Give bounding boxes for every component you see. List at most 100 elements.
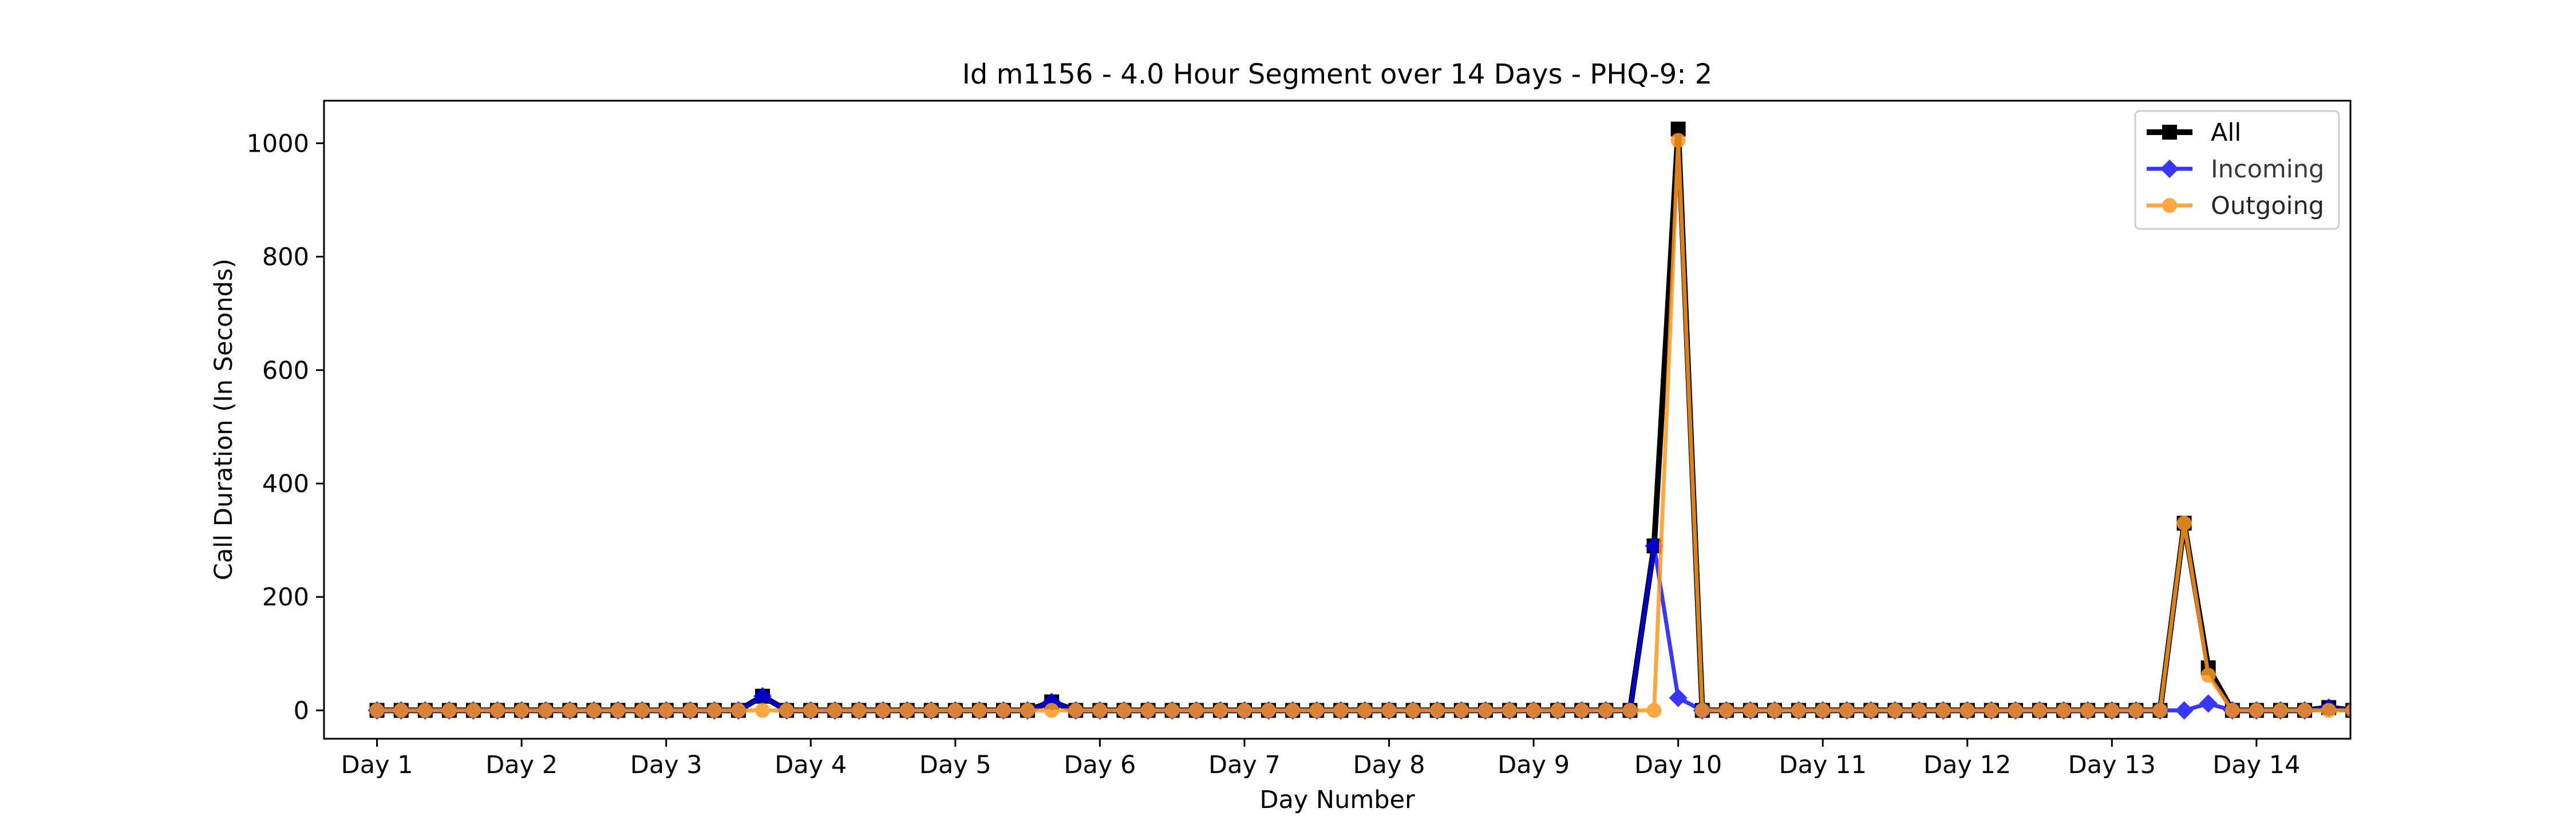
data-point-outgoing: [2200, 667, 2216, 683]
data-point-incoming: [753, 687, 772, 706]
series-layer: [368, 121, 2350, 720]
x-axis-label: Day Number: [1259, 786, 1415, 814]
data-point-outgoing: [1743, 703, 1758, 718]
legend-frame: [2134, 110, 2340, 230]
data-point-outgoing: [1839, 703, 1855, 718]
data-point-outgoing: [610, 703, 626, 718]
data-point-incoming: [1669, 688, 1688, 707]
data-point-outgoing: [1767, 703, 1782, 718]
legend-item-all: All: [2147, 118, 2241, 147]
legend-marker: [2162, 198, 2177, 213]
data-point-outgoing: [730, 703, 746, 718]
legend-item-incoming: Incoming: [2147, 155, 2324, 184]
data-point-outgoing: [1815, 703, 1831, 718]
data-point-outgoing: [2321, 703, 2337, 718]
data-point-outgoing: [682, 703, 698, 718]
data-point-outgoing: [586, 703, 602, 718]
data-point-outgoing: [1164, 703, 1180, 718]
data-point-outgoing: [851, 703, 867, 718]
data-point-outgoing: [947, 703, 963, 718]
y-tick-label: 200: [262, 583, 309, 612]
data-point-outgoing: [1526, 703, 1542, 718]
data-point-outgoing: [803, 703, 819, 718]
legend-label: All: [2211, 118, 2241, 147]
data-point-outgoing: [1887, 703, 1903, 718]
data-point-outgoing: [1622, 703, 1638, 718]
x-tick-label: Day 8: [1353, 751, 1425, 779]
data-point-outgoing: [1694, 703, 1710, 718]
data-point-outgoing: [923, 703, 939, 718]
data-point-outgoing: [1357, 703, 1373, 718]
data-point-outgoing: [2128, 703, 2144, 718]
data-point-outgoing: [1670, 133, 1686, 148]
legend-marker: [2162, 125, 2177, 140]
data-point-outgoing: [2152, 703, 2168, 718]
data-point-outgoing: [1405, 703, 1421, 718]
data-point-outgoing: [658, 703, 674, 718]
data-point-outgoing: [465, 703, 481, 718]
x-tick-label: Day 5: [919, 751, 991, 779]
data-point-outgoing: [971, 703, 987, 718]
data-point-outgoing: [827, 703, 843, 718]
data-point-outgoing: [1598, 703, 1614, 718]
legend: All Incoming Outgoing: [2134, 110, 2340, 230]
data-point-outgoing: [1984, 703, 1999, 718]
data-point-outgoing: [490, 703, 505, 718]
data-point-outgoing: [2080, 703, 2096, 718]
legend-label: Incoming: [2211, 155, 2324, 184]
y-tick-label: 600: [262, 356, 309, 385]
data-point-outgoing: [2297, 703, 2313, 718]
x-tick-label: Day 11: [1779, 751, 1867, 779]
y-axis-label: Call Duration (In Seconds): [210, 259, 238, 580]
data-point-outgoing: [1959, 703, 1975, 718]
data-point-outgoing: [1718, 703, 1734, 718]
data-point-outgoing: [2249, 703, 2264, 718]
data-point-outgoing: [1791, 703, 1807, 718]
data-point-incoming: [2175, 701, 2194, 720]
data-point-outgoing: [562, 703, 578, 718]
data-point-outgoing: [2225, 703, 2240, 718]
data-point-outgoing: [779, 703, 795, 718]
data-point-outgoing: [1477, 703, 1493, 718]
data-point-outgoing: [1550, 703, 1566, 718]
data-point-outgoing: [1236, 703, 1252, 718]
x-tick-label: Day 12: [1923, 751, 2011, 779]
data-point-outgoing: [1092, 703, 1108, 718]
plot-frame: [323, 100, 2352, 740]
data-point-outgoing: [369, 703, 385, 718]
data-point-outgoing: [1261, 703, 1277, 718]
data-point-outgoing: [1574, 703, 1590, 718]
x-tick-label: Day 1: [341, 751, 413, 779]
data-point-outgoing: [1212, 703, 1228, 718]
data-point-outgoing: [1453, 703, 1469, 718]
x-tick-label: Day 6: [1064, 751, 1136, 779]
data-point-outgoing: [1863, 703, 1879, 718]
data-point-outgoing: [1502, 703, 1517, 718]
data-point-outgoing: [393, 703, 409, 718]
data-point-incoming: [2199, 694, 2218, 713]
data-point-outgoing: [634, 703, 650, 718]
data-point-outgoing: [2008, 703, 2023, 718]
data-point-outgoing: [1044, 703, 1060, 718]
data-point-outgoing: [1429, 703, 1445, 718]
data-point-outgoing: [1935, 703, 1951, 718]
data-point-outgoing: [706, 703, 722, 718]
x-tick-label: Day 13: [2068, 751, 2156, 779]
y-tick-label: 800: [262, 243, 309, 272]
data-point-outgoing: [1646, 703, 1662, 718]
x-tick-label: Day 7: [1208, 751, 1281, 779]
chart-title: Id m1156 - 4.0 Hour Segment over 14 Days…: [962, 58, 1713, 90]
data-point-outgoing: [1020, 703, 1036, 718]
data-point-outgoing: [2032, 703, 2048, 718]
y-axis: 0 200 400 600 800 1000: [247, 129, 324, 725]
data-point-outgoing: [899, 703, 915, 718]
data-point-outgoing: [875, 703, 891, 718]
data-point-outgoing: [755, 703, 771, 718]
data-point-outgoing: [514, 703, 530, 718]
data-point-outgoing: [2104, 703, 2120, 718]
data-point-outgoing: [2176, 516, 2192, 531]
x-tick-label: Day 4: [775, 751, 847, 779]
data-point-outgoing: [1381, 703, 1397, 718]
y-tick-label: 400: [262, 470, 309, 498]
